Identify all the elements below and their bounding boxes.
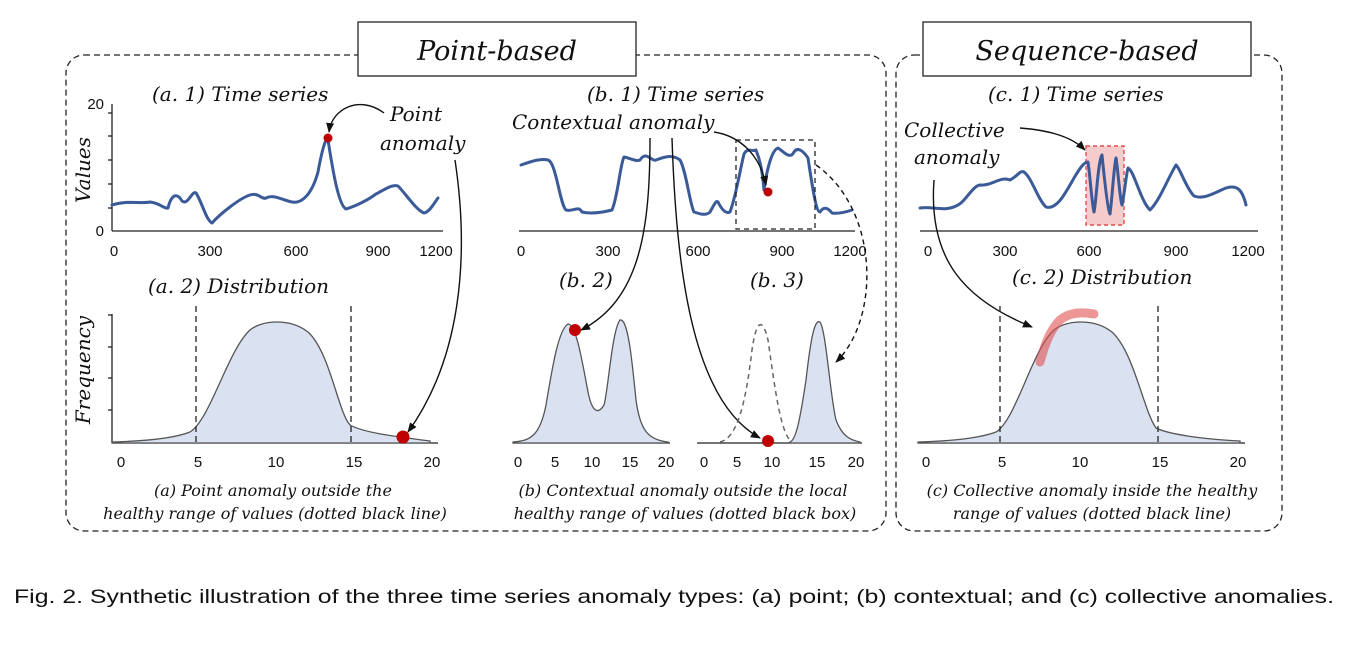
svg-text:0: 0 bbox=[514, 454, 522, 471]
panel-c-caption-line2: range of values (dotted black line) bbox=[953, 504, 1231, 523]
panel-c-arrow-to-dist bbox=[932, 179, 1033, 328]
panel-b-dist3-title: (b. 3) bbox=[750, 268, 804, 292]
svg-text:900: 900 bbox=[1163, 243, 1188, 260]
panel-c-ts-xticklabels: 0 300 600 900 1200 bbox=[924, 243, 1265, 260]
svg-text:15: 15 bbox=[1152, 454, 1169, 471]
panel-a-annotation-line1: Point bbox=[389, 102, 443, 126]
panel-a-time-series-line bbox=[110, 137, 440, 225]
svg-text:600: 600 bbox=[1076, 243, 1101, 260]
svg-text:600: 600 bbox=[283, 243, 308, 260]
panel-c-annotation-line2: anomaly bbox=[914, 145, 1000, 169]
svg-text:20: 20 bbox=[848, 454, 865, 471]
svg-text:15: 15 bbox=[346, 454, 363, 471]
panel-b-annotation: Contextual anomaly bbox=[512, 110, 715, 134]
svg-text:20: 20 bbox=[424, 454, 441, 471]
svg-text:300: 300 bbox=[197, 243, 222, 260]
svg-text:0: 0 bbox=[110, 243, 118, 260]
panel-b-dist3-anomaly-dot bbox=[762, 435, 774, 447]
panel-a-ylabel: Values bbox=[71, 137, 95, 203]
panel-b-ts-title: (b. 1) Time series bbox=[587, 82, 764, 106]
svg-text:15: 15 bbox=[622, 454, 639, 471]
svg-text:0: 0 bbox=[922, 454, 930, 471]
panel-c-collective-dist-highlight bbox=[1035, 308, 1099, 367]
panel-a-dist-yticks bbox=[108, 314, 112, 411]
panel-c-annotation-line1: Collective bbox=[904, 118, 1005, 142]
point-based-header-box bbox=[357, 21, 637, 77]
svg-text:300: 300 bbox=[595, 243, 620, 260]
svg-text:20: 20 bbox=[1230, 454, 1247, 471]
panel-b-dist2-anomaly-dot bbox=[569, 324, 581, 336]
svg-text:300: 300 bbox=[992, 243, 1017, 260]
panel-c-dist-xticklabels: 0 5 10 15 20 bbox=[922, 454, 1247, 471]
svg-text:10: 10 bbox=[764, 454, 781, 471]
panel-b-arrow-box-to-dist3 bbox=[815, 164, 868, 363]
panel-a-point-anomaly-dot bbox=[323, 133, 333, 143]
svg-text:10: 10 bbox=[584, 454, 601, 471]
panel-b-time-series-line bbox=[519, 146, 854, 216]
panel-b-dist2-title: (b. 2) bbox=[559, 268, 613, 292]
panel-c-distribution-curve bbox=[917, 321, 1241, 444]
point-based-header: Point-based bbox=[416, 36, 577, 67]
svg-text:0: 0 bbox=[517, 243, 525, 260]
panel-a-annotation-line2: anomaly bbox=[380, 131, 466, 155]
panel-a-ytick-20: 20 bbox=[87, 96, 104, 113]
panel-b-ts-xticklabels: 0 300 600 900 1200 bbox=[517, 243, 867, 260]
svg-text:10: 10 bbox=[268, 454, 285, 471]
panel-b-arrow-to-dist3 bbox=[671, 137, 761, 439]
svg-text:5: 5 bbox=[194, 454, 202, 471]
panel-c-dist-title: (c. 2) Distribution bbox=[1012, 265, 1192, 289]
panel-a-dist-title: (a. 2) Distribution bbox=[148, 274, 329, 298]
panel-a-ts-yticks bbox=[108, 112, 112, 209]
panel-b-contextual-anomaly-dot bbox=[763, 187, 773, 197]
svg-text:1200: 1200 bbox=[1231, 243, 1264, 260]
panel-b-dist2-xticklabels: 0 5 10 15 20 bbox=[514, 454, 675, 471]
panel-b-local-healthy-box bbox=[735, 139, 816, 230]
svg-text:5: 5 bbox=[998, 454, 1006, 471]
panel-a-dist-xticklabels: 0 5 10 15 20 bbox=[117, 454, 441, 471]
panel-a-arrow-to-point bbox=[326, 103, 385, 133]
panel-b-dist3-xticklabels: 0 5 10 15 20 bbox=[700, 454, 865, 471]
panel-a-caption-line1: (a) Point anomaly outside the bbox=[154, 481, 392, 500]
panel-b-arrow-to-dist2 bbox=[580, 137, 651, 331]
panel-b-caption-line1: (b) Contextual anomaly outside the local bbox=[519, 481, 848, 500]
svg-text:0: 0 bbox=[700, 454, 708, 471]
svg-text:1200: 1200 bbox=[419, 243, 452, 260]
panel-c-caption-line1: (c) Collective anomaly inside the health… bbox=[927, 481, 1259, 500]
panel-c-arrow-to-ts bbox=[1019, 127, 1086, 151]
svg-text:10: 10 bbox=[1072, 454, 1089, 471]
panel-a-ts-title: (a. 1) Time series bbox=[152, 82, 328, 106]
svg-text:5: 5 bbox=[733, 454, 741, 471]
svg-text:0: 0 bbox=[117, 454, 125, 471]
panel-a-ytick-0: 0 bbox=[96, 223, 104, 240]
svg-text:15: 15 bbox=[809, 454, 826, 471]
panel-a-arrow-to-dist bbox=[407, 159, 463, 433]
svg-text:600: 600 bbox=[685, 243, 710, 260]
panel-b-dist3-global-curve bbox=[719, 324, 793, 443]
svg-text:900: 900 bbox=[365, 243, 390, 260]
panel-b-arrow-to-ts bbox=[713, 131, 769, 186]
sequence-based-header-box bbox=[922, 21, 1252, 77]
panel-a-caption-line2: healthy range of values (dotted black li… bbox=[103, 504, 447, 523]
panel-c-time-series-line bbox=[918, 153, 1248, 216]
svg-text:1200: 1200 bbox=[833, 243, 866, 260]
panel-a-ts-xticklabels: 0 300 600 900 1200 bbox=[110, 243, 453, 260]
panel-b-caption-line2: healthy range of values (dotted black bo… bbox=[514, 504, 857, 523]
panel-b-dist2-curve bbox=[512, 319, 669, 444]
sequence-based-header: Sequence-based bbox=[975, 36, 1198, 67]
panel-a-dist-anomaly-dot bbox=[396, 430, 410, 444]
svg-text:0: 0 bbox=[924, 243, 932, 260]
svg-text:900: 900 bbox=[769, 243, 794, 260]
panel-a-distribution-curve bbox=[111, 321, 431, 444]
panel-b-dist3-local-curve bbox=[789, 321, 861, 444]
panel-a-dist-ylabel: Frequency bbox=[71, 315, 95, 425]
svg-text:5: 5 bbox=[551, 454, 559, 471]
svg-text:20: 20 bbox=[658, 454, 675, 471]
panel-c-ts-title: (c. 1) Time series bbox=[988, 82, 1164, 106]
figure-caption: Fig. 2. Synthetic illustration of the th… bbox=[14, 586, 1334, 608]
